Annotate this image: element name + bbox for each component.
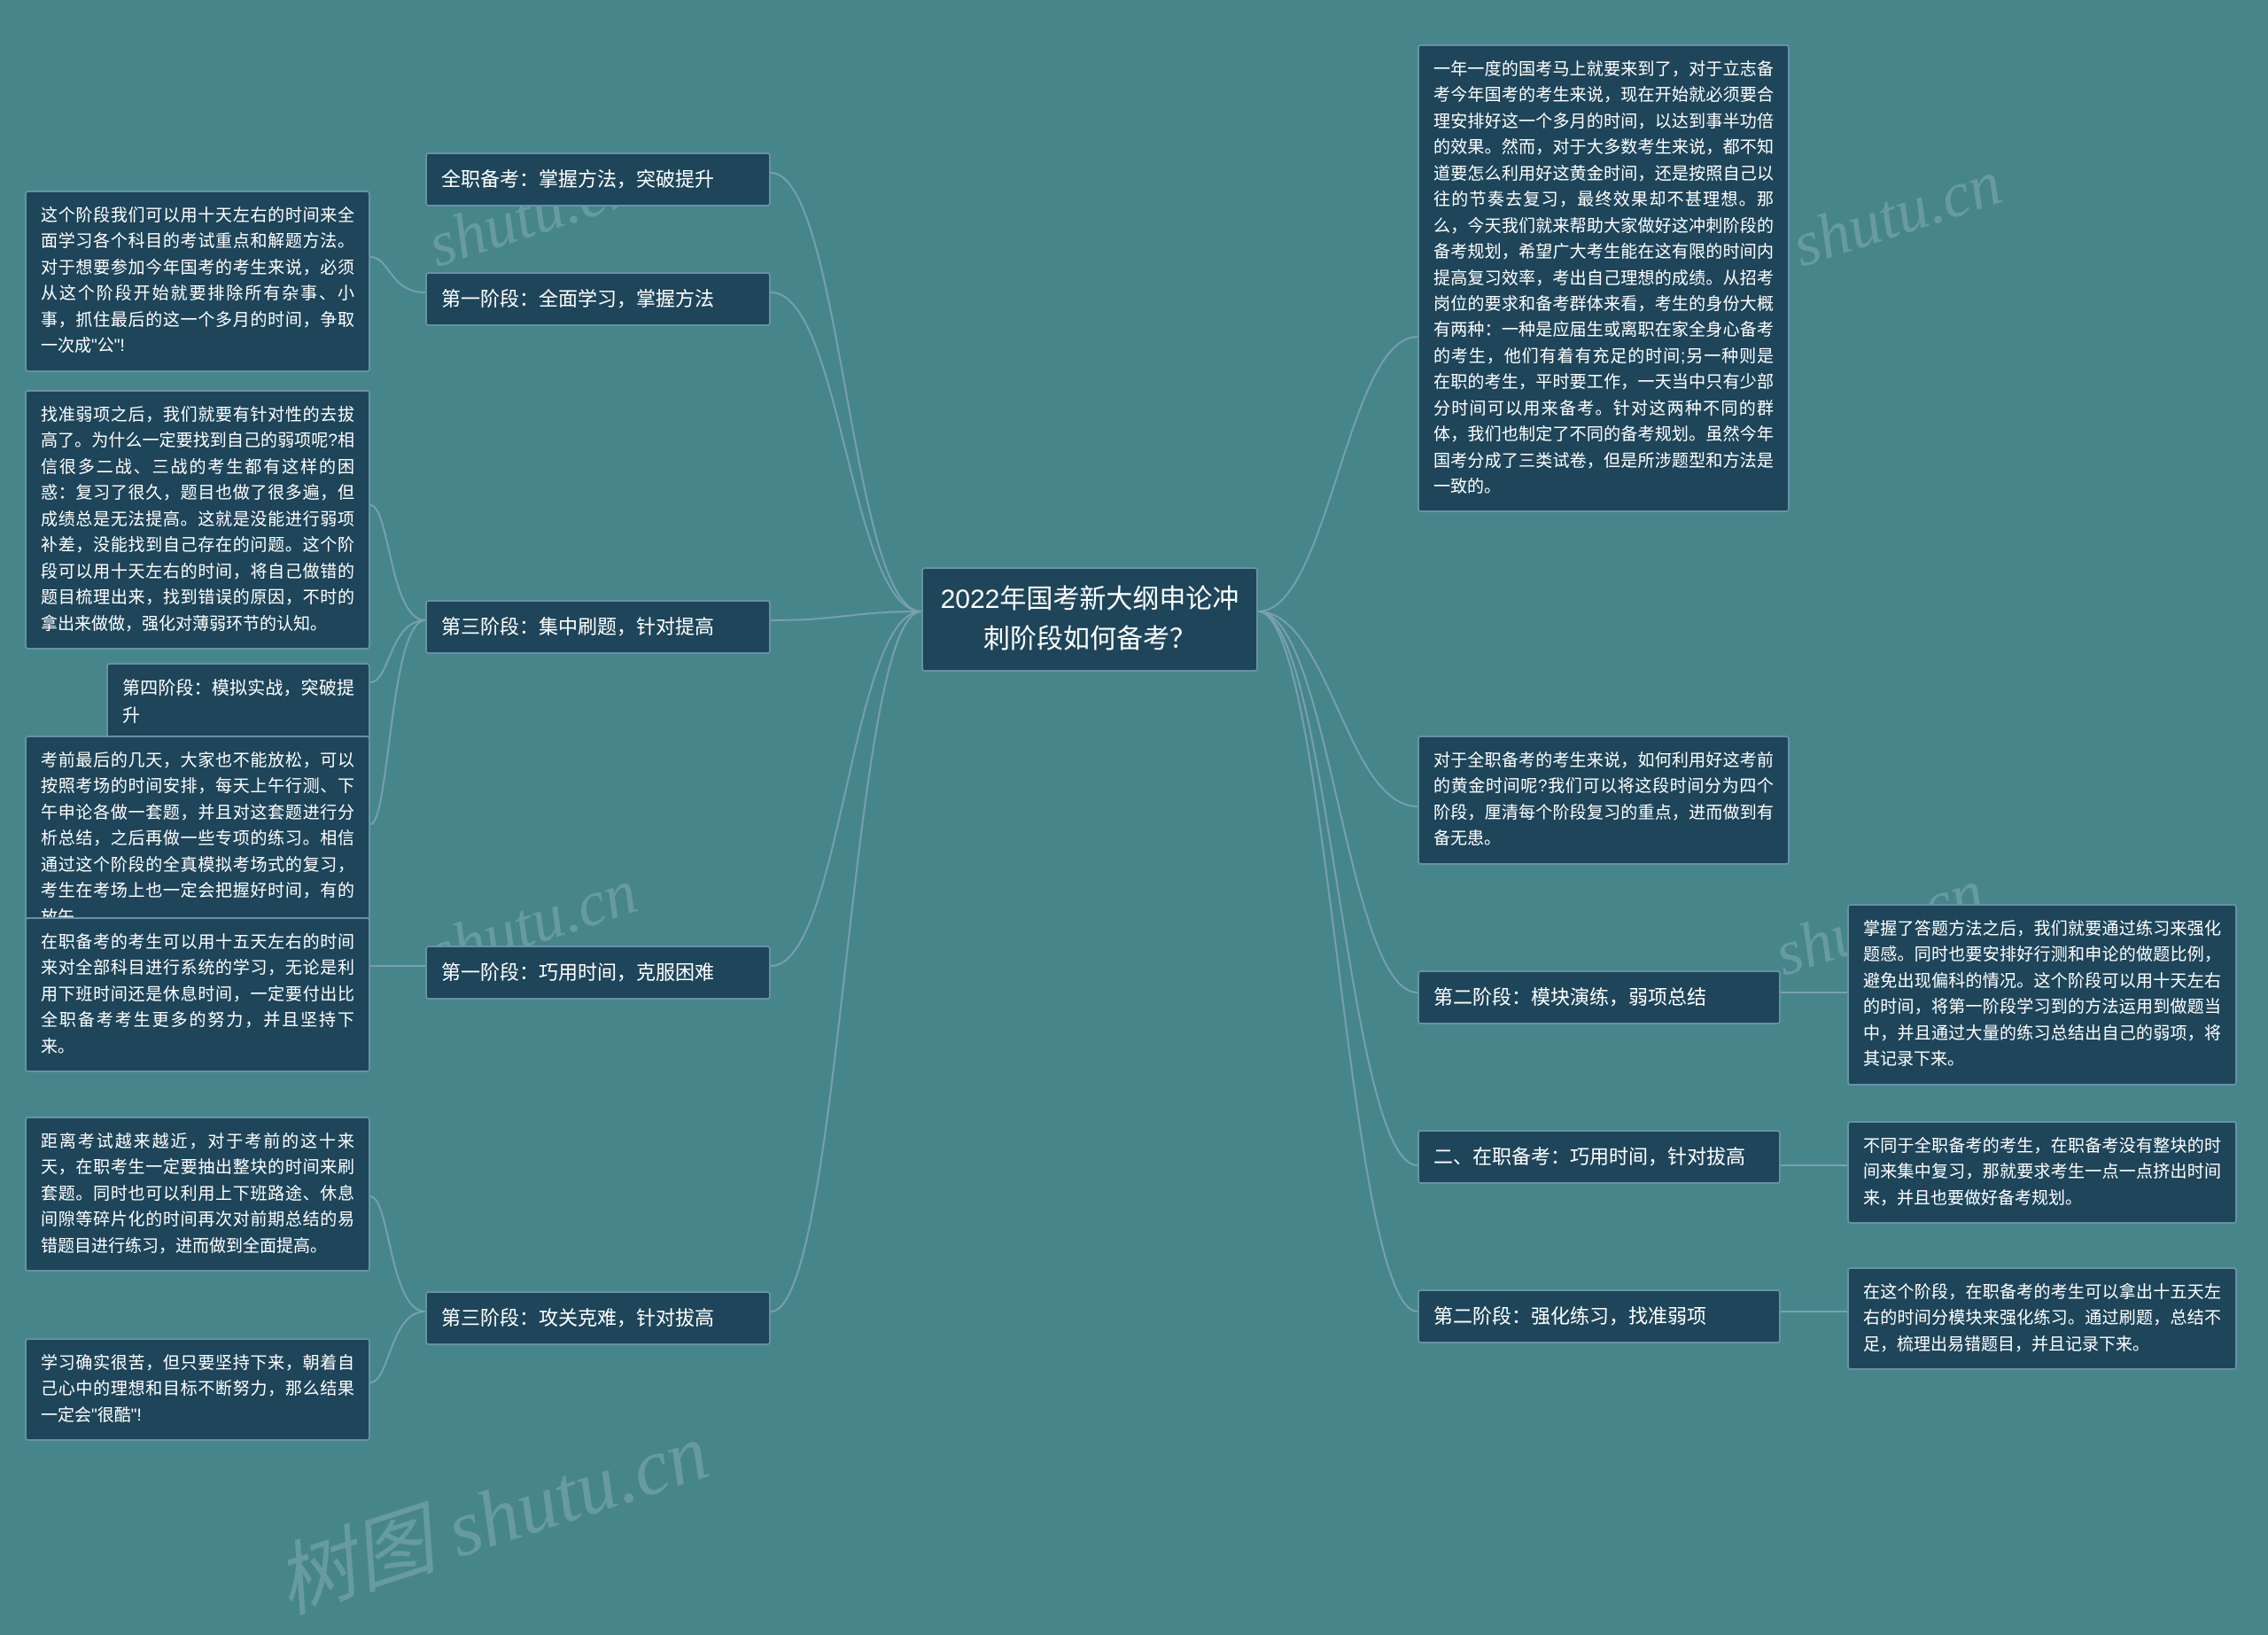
right-onjob-phase2-label: 第二阶段：强化练习，找准弱项 <box>1418 1289 1781 1343</box>
right-onjob-label: 二、在职备考：巧用时间，针对拔高 <box>1418 1130 1781 1184</box>
left-phase1-label: 第一阶段：全面学习，掌握方法 <box>425 272 771 326</box>
left-phase3-label: 第三阶段：集中刷题，针对提高 <box>425 600 771 654</box>
right-onjob-phase2-detail: 在这个阶段，在职备考的考生可以拿出十五天左右的时间分模块来强化练习。通过刷题，总… <box>1847 1267 2237 1370</box>
fulltime-overview: 对于全职备考的考生来说，如何利用好这考前的黄金时间呢?我们可以将这段时间分为四个… <box>1418 736 1790 865</box>
right-phase2-detail: 掌握了答题方法之后，我们就要通过练习来强化题感。同时也要安排好行测和申论的做题比… <box>1847 904 2237 1086</box>
left-onjob-phase3-label: 第三阶段：攻关克难，针对拔高 <box>425 1291 771 1345</box>
left-onjob-phase1-label: 第一阶段：巧用时间，克服困难 <box>425 946 771 1000</box>
left-onjob-phase3-detail1: 距离考试越来越近，对于考前的这十来天，在职考生一定要抽出整块的时间来刷套题。同时… <box>25 1117 370 1272</box>
right-onjob-detail: 不同于全职备考的考生，在职备考没有整块的时间来集中复习，那就要求考生一点一点挤出… <box>1847 1121 2237 1224</box>
left-onjob-phase1-detail: 在职备考的考生可以用十五天左右的时间来对全部科目进行系统的学习，无论是利用下班时… <box>25 917 370 1072</box>
left-phase1-detail: 这个阶段我们可以用十天左右的时间来全面学习各个科目的考试重点和解题方法。对于想要… <box>25 191 370 372</box>
watermark: shutu.cn <box>1783 146 2010 283</box>
right-phase2-label: 第二阶段：模块演练，弱项总结 <box>1418 970 1781 1024</box>
left-phase4-label: 第四阶段：模拟实战，突破提升 <box>106 663 370 743</box>
left-phase3-detail: 找准弱项之后，我们就要有针对性的去拔高了。为什么一定要找到自己的弱项呢?相信很多… <box>25 390 370 650</box>
center-title: 2022年国考新大纲申论冲刺阶段如何备考？ <box>921 567 1258 672</box>
left-phase4-detail: 考前最后的几天，大家也不能放松，可以按照考场的时间安排，每天上午行测、下午申论各… <box>25 736 370 943</box>
left-onjob-phase3-detail2: 学习确实很苦，但只要坚持下来，朝着自己心中的理想和目标不断努力，那么结果一定会"… <box>25 1338 370 1441</box>
intro-text: 一年一度的国考马上就要来到了，对于立志备考今年国考的考生来说，现在开始就必须要合… <box>1418 44 1790 512</box>
left-fulltime-label: 全职备考：掌握方法，突破提升 <box>425 152 771 206</box>
